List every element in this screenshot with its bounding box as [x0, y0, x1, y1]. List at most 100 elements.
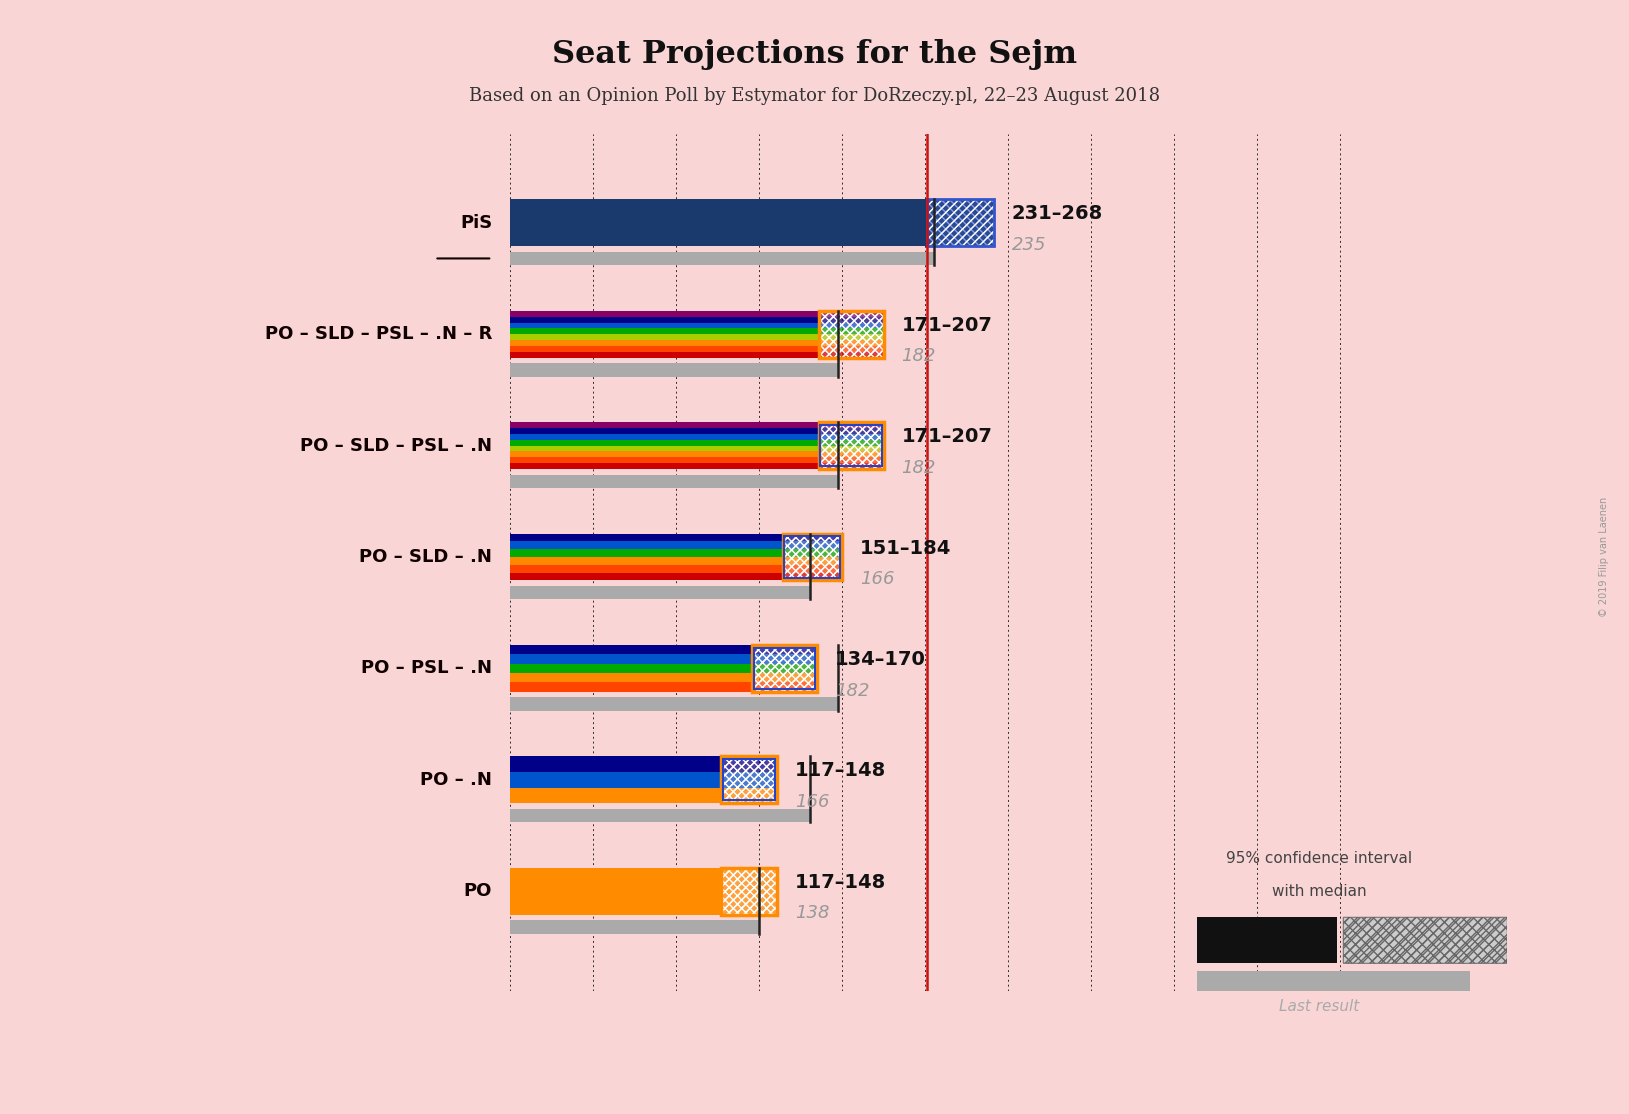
Text: Seat Projections for the Sejm: Seat Projections for the Sejm: [552, 39, 1077, 70]
Bar: [510, 363, 839, 377]
Bar: [819, 463, 883, 469]
Text: PO – .N: PO – .N: [420, 771, 492, 789]
Text: 134–170: 134–170: [834, 649, 925, 670]
Bar: [510, 697, 839, 711]
Text: 166: 166: [795, 793, 829, 811]
Text: 138: 138: [795, 905, 829, 922]
Bar: [510, 440, 819, 446]
Bar: [753, 673, 816, 683]
Bar: [819, 451, 883, 457]
Bar: [722, 756, 777, 803]
Bar: [927, 199, 994, 246]
Bar: [819, 428, 883, 433]
Bar: [510, 683, 753, 692]
Bar: [753, 645, 816, 692]
Bar: [819, 440, 883, 446]
Bar: [819, 329, 883, 334]
Text: Last result: Last result: [1279, 999, 1360, 1014]
Bar: [510, 756, 722, 772]
Bar: [819, 446, 883, 451]
Bar: [927, 199, 994, 246]
Bar: [1197, 971, 1469, 991]
Bar: [510, 809, 810, 822]
Text: Based on an Opinion Poll by Estymator for DoRzeczy.pl, 22–23 August 2018: Based on an Opinion Poll by Estymator fo…: [469, 87, 1160, 105]
Bar: [819, 340, 883, 345]
Bar: [510, 586, 810, 599]
Bar: [819, 311, 883, 358]
Bar: [510, 451, 819, 457]
Bar: [510, 475, 839, 488]
Bar: [723, 760, 775, 800]
Bar: [510, 428, 819, 433]
Bar: [782, 534, 842, 580]
Bar: [510, 541, 782, 549]
Bar: [510, 920, 759, 934]
Bar: [510, 252, 933, 265]
Bar: [722, 772, 777, 788]
Bar: [782, 565, 842, 573]
Bar: [510, 772, 722, 788]
Bar: [782, 534, 842, 580]
Bar: [819, 457, 883, 463]
Bar: [819, 322, 883, 329]
Bar: [722, 868, 777, 915]
Bar: [510, 868, 722, 915]
Bar: [819, 352, 883, 358]
Bar: [753, 664, 816, 673]
Bar: [722, 868, 777, 915]
Bar: [510, 311, 819, 316]
Bar: [927, 199, 994, 246]
Text: with median: with median: [1272, 885, 1367, 899]
Bar: [722, 868, 777, 915]
Bar: [510, 565, 782, 573]
Bar: [510, 534, 782, 541]
Bar: [753, 645, 816, 692]
Bar: [722, 868, 777, 915]
Bar: [510, 329, 819, 334]
Bar: [510, 654, 753, 664]
Bar: [753, 683, 816, 692]
Bar: [510, 463, 819, 469]
Bar: [819, 316, 883, 322]
Text: PO – SLD – PSL – .N: PO – SLD – PSL – .N: [300, 437, 492, 455]
Text: 235: 235: [1012, 236, 1046, 254]
Bar: [782, 534, 842, 541]
Bar: [819, 422, 883, 469]
Bar: [819, 311, 883, 316]
Bar: [510, 322, 819, 329]
Text: 182: 182: [901, 459, 937, 477]
Bar: [821, 424, 881, 466]
Bar: [510, 199, 927, 246]
Text: PiS: PiS: [459, 214, 492, 232]
Bar: [785, 536, 841, 577]
Text: 117–148: 117–148: [795, 761, 886, 781]
Bar: [510, 340, 819, 345]
Bar: [1342, 917, 1507, 964]
Text: 117–148: 117–148: [795, 872, 886, 892]
Bar: [1342, 917, 1507, 964]
Text: 151–184: 151–184: [860, 538, 951, 558]
Bar: [782, 549, 842, 557]
Bar: [510, 316, 819, 322]
Bar: [510, 664, 753, 673]
Bar: [510, 352, 819, 358]
Bar: [782, 573, 842, 580]
Bar: [819, 311, 883, 358]
Bar: [753, 645, 816, 692]
Text: 166: 166: [860, 570, 894, 588]
Bar: [782, 557, 842, 565]
Bar: [510, 573, 782, 580]
Bar: [510, 345, 819, 352]
Bar: [510, 446, 819, 451]
Bar: [753, 654, 816, 664]
Bar: [510, 422, 819, 428]
Bar: [510, 457, 819, 463]
Text: 95% confidence interval: 95% confidence interval: [1227, 851, 1412, 866]
Bar: [819, 433, 883, 440]
Text: PO: PO: [464, 882, 492, 900]
Bar: [510, 645, 753, 654]
Bar: [510, 549, 782, 557]
Bar: [722, 756, 777, 803]
Bar: [782, 534, 842, 580]
Bar: [722, 756, 777, 772]
